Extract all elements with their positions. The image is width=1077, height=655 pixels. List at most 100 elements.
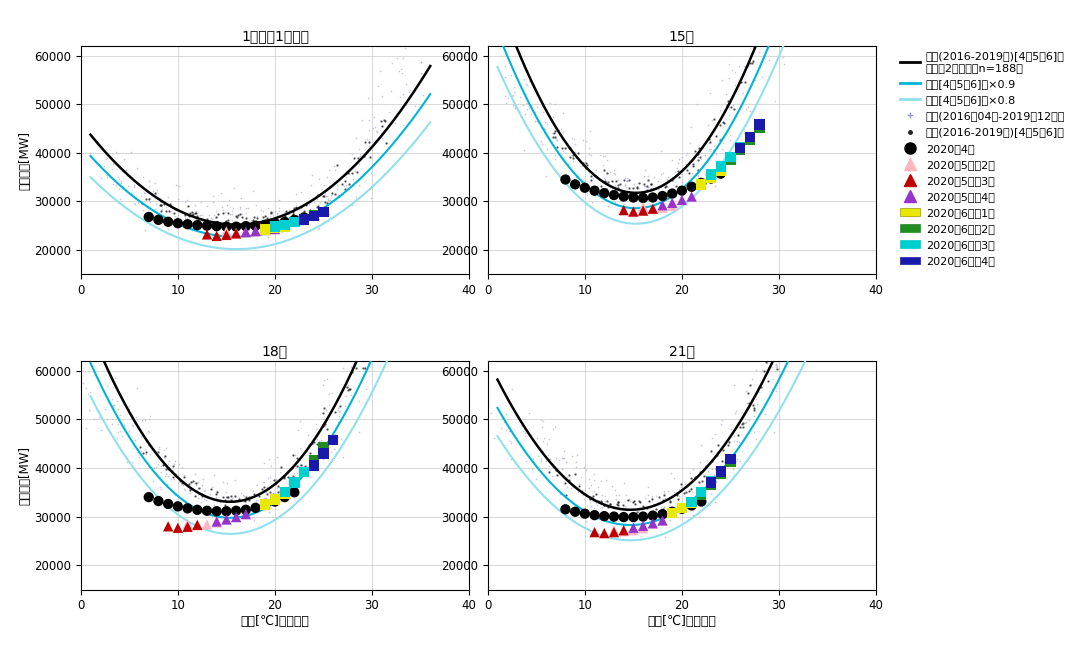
Point — [328, 159, 346, 170]
Point — [125, 181, 142, 192]
Point — [372, 66, 389, 77]
Point — [793, 269, 810, 280]
Point — [136, 415, 153, 425]
Point — [314, 207, 332, 217]
Point — [135, 172, 152, 182]
Point — [668, 180, 685, 191]
Point — [782, 318, 799, 328]
Point — [526, 81, 543, 91]
Point — [198, 506, 215, 516]
Point — [603, 480, 620, 491]
Point — [354, 115, 372, 125]
Point — [652, 145, 669, 156]
Point — [605, 168, 623, 178]
Point — [791, 310, 808, 321]
Point — [206, 500, 223, 510]
Point — [294, 220, 311, 231]
Point — [768, 312, 785, 322]
Point — [230, 494, 248, 504]
Point — [544, 471, 561, 481]
Point — [295, 214, 312, 225]
Point — [355, 348, 373, 358]
Point — [169, 469, 186, 479]
Point — [118, 457, 136, 467]
Point — [702, 144, 719, 155]
Point — [705, 470, 723, 480]
Point — [502, 438, 519, 449]
Point — [679, 165, 696, 176]
Point — [653, 502, 670, 512]
Point — [169, 218, 186, 229]
Point — [780, 4, 797, 14]
Point — [361, 279, 378, 290]
Point — [389, 231, 406, 242]
Point — [181, 479, 198, 489]
Point — [208, 231, 225, 241]
Point — [599, 496, 616, 506]
Point — [728, 405, 745, 416]
Point — [625, 206, 642, 217]
Point — [547, 126, 564, 136]
Point — [617, 490, 634, 500]
Point — [174, 480, 192, 491]
Point — [318, 423, 335, 434]
Point — [653, 514, 670, 525]
Point — [192, 215, 209, 226]
Point — [266, 212, 283, 222]
Point — [545, 127, 562, 138]
Point — [219, 492, 236, 502]
Point — [200, 217, 218, 227]
Point — [378, 293, 395, 303]
Point — [540, 433, 557, 443]
Point — [414, 234, 431, 244]
Point — [126, 198, 143, 208]
Point — [361, 326, 378, 336]
Point — [773, 20, 791, 30]
Point — [309, 200, 326, 211]
Point — [96, 404, 113, 415]
Point — [374, 121, 391, 131]
Point — [547, 132, 564, 142]
Point — [537, 171, 555, 181]
Point — [223, 507, 240, 517]
Point — [699, 455, 716, 465]
Point — [772, 290, 789, 300]
Point — [350, 396, 367, 407]
Point — [420, 89, 437, 100]
Point — [304, 438, 321, 448]
Point — [516, 428, 533, 438]
Point — [228, 506, 246, 517]
Point — [190, 493, 207, 503]
Point — [157, 469, 174, 479]
Point — [628, 181, 645, 192]
Point — [596, 188, 613, 198]
Point — [772, 35, 789, 45]
Point — [618, 176, 635, 186]
Point — [654, 509, 671, 519]
Point — [738, 103, 755, 114]
Point — [639, 175, 656, 185]
Point — [616, 180, 633, 191]
Point — [714, 75, 731, 85]
Point — [544, 132, 561, 142]
Point — [106, 400, 123, 410]
Point — [751, 386, 768, 397]
Point — [556, 453, 573, 463]
Point — [238, 208, 255, 218]
Point — [208, 486, 225, 496]
Point — [619, 505, 637, 515]
Point — [346, 166, 363, 177]
Point — [300, 440, 318, 450]
Point — [174, 217, 192, 227]
Point — [232, 202, 249, 212]
Point — [741, 415, 758, 426]
Point — [199, 214, 216, 224]
Point — [216, 495, 234, 505]
Point — [279, 208, 296, 218]
Point — [567, 457, 584, 467]
Point — [689, 155, 707, 165]
Point — [214, 207, 232, 217]
Point — [170, 458, 187, 469]
Point — [607, 517, 625, 528]
Point — [376, 115, 393, 126]
